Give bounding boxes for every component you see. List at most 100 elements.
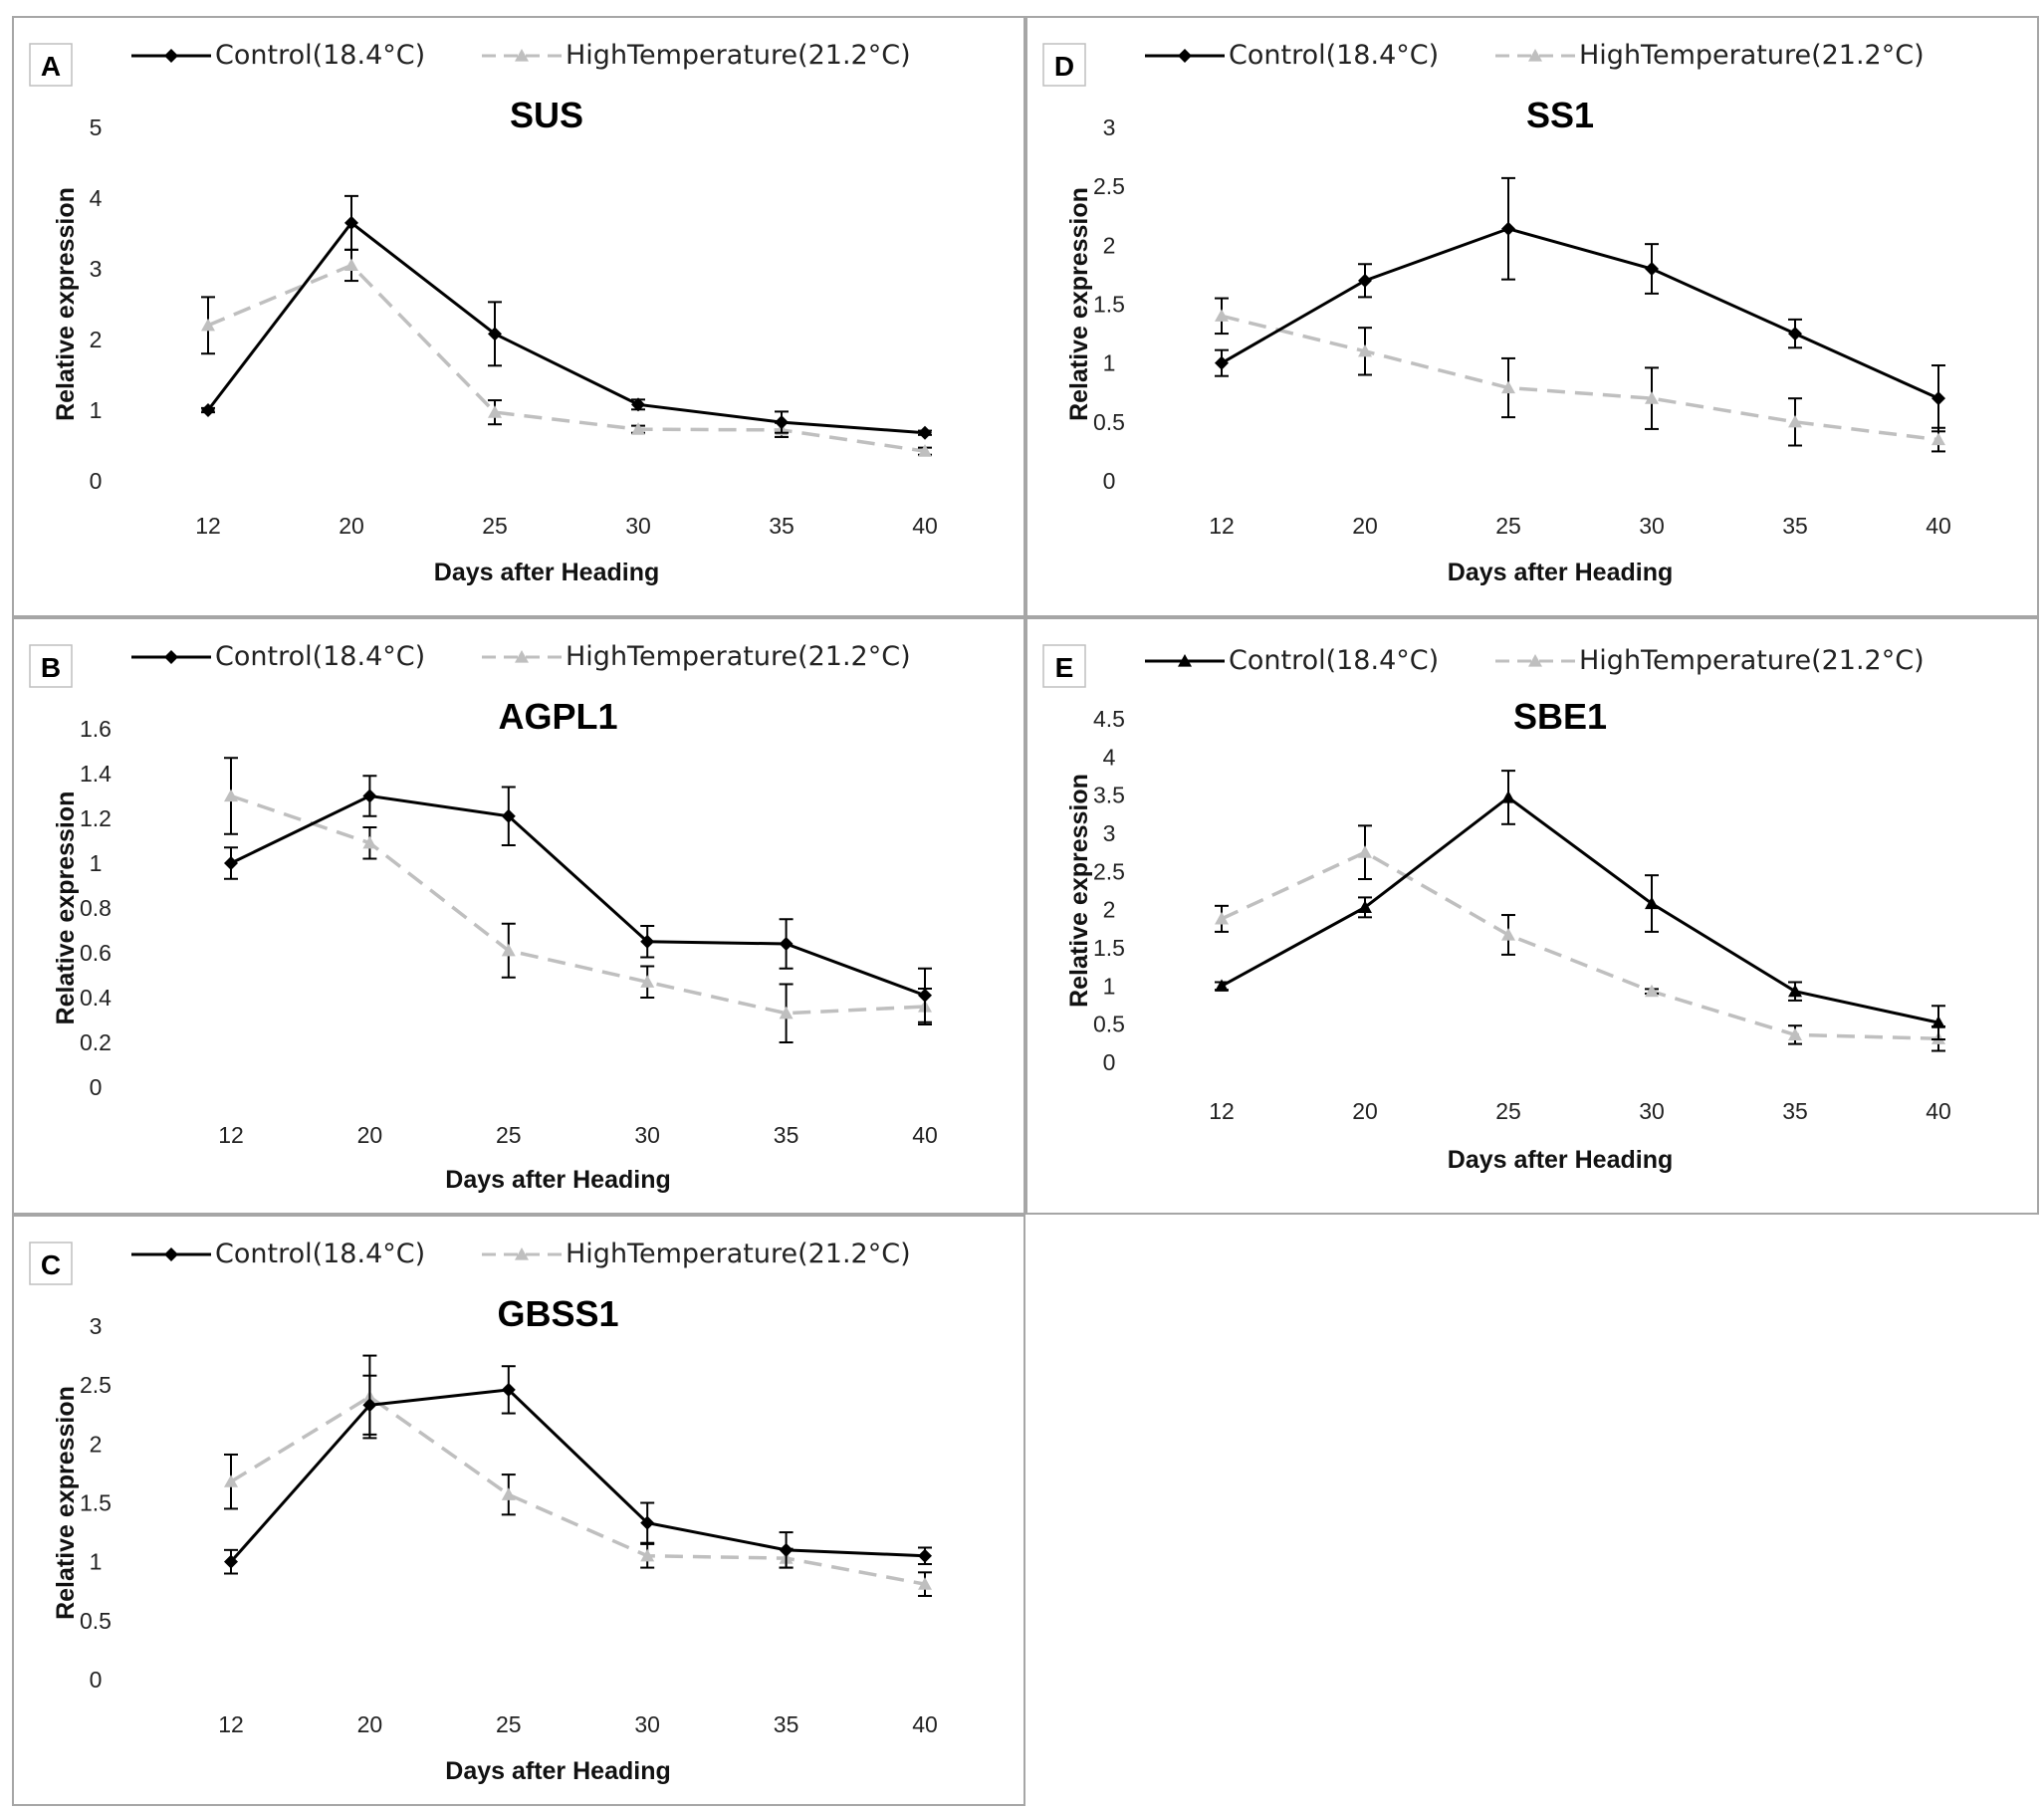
legend-marker — [515, 49, 529, 62]
data-point — [201, 403, 215, 417]
chart-svg: E Control(18.4°C) HighTemperature(21.2°C) S… — [1042, 644, 1951, 1174]
data-point — [501, 808, 516, 823]
y-tick-label: 0 — [1103, 1049, 1116, 1075]
y-tick-label: 2.5 — [1093, 858, 1125, 884]
series-high-temperature — [224, 1354, 932, 1597]
legend-label: HighTemperature(21.2°C) — [1579, 40, 1925, 71]
x-tick-label: 20 — [339, 513, 364, 539]
panel-letter: E — [1055, 652, 1074, 683]
data-point — [1931, 391, 1945, 406]
chart-svg: C Control(18.4°C) HighTemperature(21.2°C) G… — [29, 1239, 938, 1785]
data-point — [631, 397, 645, 412]
series-line — [1221, 850, 1939, 1040]
y-tick-label: 0.4 — [80, 985, 112, 1011]
data-point — [1645, 262, 1659, 276]
data-point — [918, 425, 932, 440]
panel-letter-box — [29, 43, 73, 87]
legend-label: Control(18.4°C) — [215, 1239, 425, 1269]
x-tick-label: 35 — [1782, 1098, 1808, 1124]
series-control — [1215, 770, 1945, 1040]
x-tick-label: 20 — [1352, 513, 1378, 539]
panel-letter-box — [29, 1242, 73, 1285]
data-point — [779, 937, 794, 951]
x-axis-label: Days after Heading — [1448, 559, 1673, 586]
x-tick-label: 25 — [496, 1122, 522, 1148]
panel-letter-box — [1042, 644, 1086, 688]
data-point — [1645, 984, 1659, 998]
x-tick-label: 40 — [1926, 1098, 1951, 1124]
data-point — [631, 422, 645, 435]
chart-panel-a: A Control(18.4°C) HighTemperature(21.2°C) S… — [12, 16, 1025, 617]
y-axis-label: Relative expression — [52, 187, 80, 421]
series-control — [224, 1365, 932, 1575]
data-point — [1215, 911, 1229, 925]
chart-svg: D Control(18.4°C) HighTemperature(21.2°C) S… — [1042, 40, 1951, 586]
chart-title: SBE1 — [1513, 696, 1607, 737]
legend: Control(18.4°C) HighTemperature(21.2°C) — [131, 40, 911, 71]
data-point — [1645, 391, 1659, 404]
series-line — [229, 1388, 926, 1563]
legend-marker — [515, 650, 529, 663]
x-tick-label: 12 — [195, 513, 221, 539]
panel-letter: D — [1054, 51, 1074, 82]
data-point — [640, 1548, 655, 1562]
data-point — [918, 1577, 932, 1590]
chart-panel-c: C Control(18.4°C) HighTemperature(21.2°C) G… — [12, 1215, 1025, 1806]
y-tick-label: 1 — [90, 397, 103, 423]
panel-letter: C — [41, 1249, 61, 1280]
legend-label: Control(18.4°C) — [1229, 40, 1439, 71]
series-line — [1221, 314, 1939, 442]
y-tick-label: 4 — [90, 185, 103, 211]
series-line — [230, 793, 926, 1016]
chart-panel-d: D Control(18.4°C) HighTemperature(21.2°C) S… — [1025, 16, 2039, 617]
y-tick-label: 3 — [90, 1313, 103, 1339]
legend: Control(18.4°C) HighTemperature(21.2°C) — [1145, 645, 1925, 676]
data-point — [1645, 896, 1659, 910]
panel-letter: B — [41, 652, 61, 683]
y-tick-label: 1.6 — [80, 716, 112, 742]
legend-marker — [1528, 49, 1542, 62]
series-control — [1215, 176, 1945, 433]
y-axis-label: Relative expression — [52, 792, 80, 1025]
x-tick-label: 20 — [357, 1122, 383, 1148]
x-tick-label: 25 — [496, 1711, 522, 1737]
y-tick-label: 2.5 — [80, 1372, 112, 1398]
data-point — [1501, 380, 1515, 394]
x-tick-label: 35 — [774, 1122, 799, 1148]
chart-title: SUS — [510, 95, 583, 135]
y-tick-label: 0.5 — [80, 1608, 112, 1634]
data-point — [1501, 221, 1515, 236]
y-tick-label: 0 — [90, 1074, 103, 1100]
y-tick-label: 0.6 — [80, 940, 112, 966]
data-point — [224, 856, 238, 870]
legend-label: Control(18.4°C) — [215, 641, 425, 672]
data-point — [344, 215, 358, 230]
legend-label: HighTemperature(21.2°C) — [566, 641, 911, 672]
data-point — [1931, 1016, 1945, 1028]
data-point — [779, 1542, 794, 1557]
data-point — [224, 789, 238, 802]
legend-marker — [164, 650, 178, 664]
data-point — [1358, 273, 1372, 288]
legend-label: HighTemperature(21.2°C) — [566, 40, 911, 71]
legend-label: HighTemperature(21.2°C) — [1579, 645, 1925, 676]
x-tick-label: 30 — [634, 1711, 660, 1737]
data-point — [1215, 309, 1229, 322]
data-point — [1788, 984, 1802, 998]
x-tick-label: 12 — [1209, 1098, 1235, 1124]
x-tick-label: 40 — [912, 513, 938, 539]
x-tick-label: 40 — [1926, 513, 1951, 539]
data-point — [1358, 845, 1372, 858]
data-point — [224, 1554, 238, 1569]
y-tick-label: 1.5 — [1093, 292, 1125, 318]
legend-marker — [164, 49, 178, 63]
y-tick-label: 0 — [90, 1667, 103, 1693]
series-line — [206, 220, 926, 435]
x-tick-label: 40 — [912, 1122, 938, 1148]
x-tick-label: 20 — [357, 1711, 383, 1737]
x-axis-label: Days after Heading — [445, 1757, 670, 1785]
data-point — [362, 1398, 377, 1413]
y-tick-label: 1.5 — [1093, 935, 1125, 961]
x-tick-label: 30 — [625, 513, 651, 539]
y-tick-label: 2 — [90, 327, 103, 352]
